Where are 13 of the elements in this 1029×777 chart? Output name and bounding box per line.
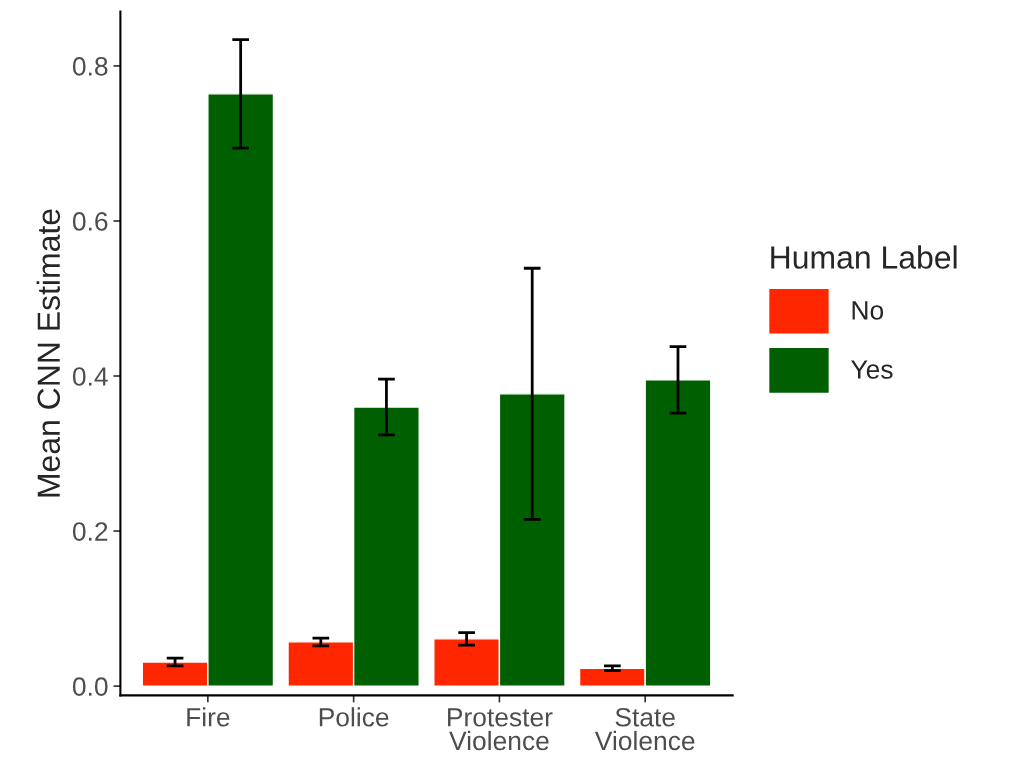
y-axis-title: Mean CNN Estimate bbox=[36, 209, 61, 497]
legend-label: No bbox=[852, 301, 884, 320]
x-tick-label: State Violence bbox=[594, 707, 695, 751]
y-tick-label: 0.4 bbox=[72, 367, 108, 386]
legend-label: Yes bbox=[851, 360, 893, 379]
y-tick-label: 0.2 bbox=[72, 522, 108, 541]
x-tick-label: Fire bbox=[187, 707, 230, 727]
y-tick-label: 0.0 bbox=[72, 677, 108, 696]
y-tick-label: 0.8 bbox=[72, 57, 108, 76]
x-tick-label: Police bbox=[319, 707, 389, 727]
legend-title: Human Label bbox=[771, 245, 957, 269]
x-tick-label: Protester Violence bbox=[448, 708, 553, 751]
y-tick-label: 0.6 bbox=[72, 212, 108, 231]
